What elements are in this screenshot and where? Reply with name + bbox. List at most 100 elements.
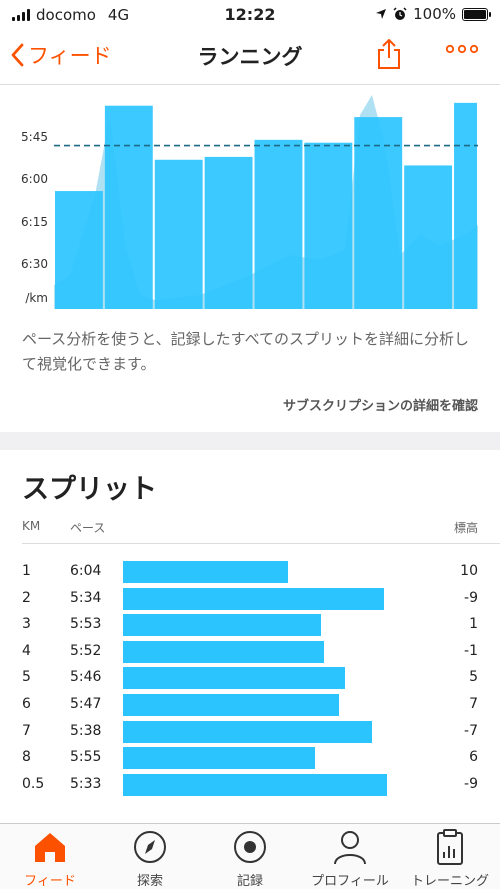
y-unit-label: /km (25, 291, 48, 305)
split-pace-bar (123, 614, 321, 637)
split-pace-bar (123, 694, 339, 716)
pace-bar-5[interactable] (254, 139, 303, 309)
carrier-name: docomo (36, 6, 96, 24)
battery-icon (462, 7, 491, 21)
split-row: 8 5:55 6 (0, 745, 500, 771)
split-row: 1 6:04 10 (0, 559, 500, 585)
split-pace-bar (123, 587, 384, 610)
split-km: 1 (22, 563, 31, 579)
split-km: 0.5 (22, 775, 45, 792)
tab-feed[interactable]: フィード (0, 824, 100, 890)
split-km: 3 (22, 616, 31, 633)
chevron-left-icon (11, 43, 24, 67)
km-header: KM (22, 519, 41, 533)
pace-analysis-description: ペース分析を使うと、記録したすべてのスプリットを詳細に分析して視覚化できます。 (22, 330, 470, 373)
y-tick-label: 6:00 (21, 172, 48, 186)
network-type: 4G (107, 6, 130, 24)
status-left: docomo 4G (12, 6, 129, 24)
split-pace: 6:04 (70, 563, 102, 579)
splits-title: スプリット (22, 474, 157, 505)
split-elevation: -7 (464, 722, 478, 739)
tab-label: プロフィール (311, 874, 389, 889)
split-pace-bar (123, 773, 387, 796)
tab-training[interactable]: トレーニング (400, 824, 500, 890)
tab-explore[interactable]: 探索 (100, 824, 200, 890)
split-pace: 5:46 (70, 669, 102, 686)
split-pace-bar (123, 667, 345, 690)
section-divider (0, 432, 500, 450)
pace-bar-1[interactable] (55, 191, 103, 309)
tab-label: 探索 (136, 874, 163, 889)
split-pace-bar (123, 720, 372, 743)
pace-bar-0.5[interactable] (454, 102, 477, 309)
pace-bar-8[interactable] (404, 165, 453, 309)
split-row: 0.5 5:33 -9 (0, 772, 500, 798)
tab-profile[interactable]: プロフィール (300, 824, 400, 890)
pace-bar-4[interactable] (204, 156, 253, 309)
status-right: 100% (375, 5, 491, 23)
split-km: 7 (22, 722, 31, 739)
alarm-icon (393, 7, 407, 20)
signal-icon (12, 9, 30, 21)
split-pace: 5:34 (70, 589, 102, 606)
location-arrow-icon (376, 9, 387, 19)
split-pace: 5:53 (70, 616, 102, 633)
split-elevation: 6 (469, 749, 478, 766)
split-elevation: -9 (464, 775, 478, 792)
tab-label: フィード (24, 874, 76, 889)
split-row: 2 5:34 -9 (0, 586, 500, 612)
nav-bar: フィード ランニング (0, 30, 500, 82)
split-pace: 5:55 (70, 749, 102, 766)
more-icon[interactable] (446, 44, 478, 54)
split-pace-bar (123, 747, 315, 770)
share-icon[interactable] (376, 38, 402, 70)
record-icon (234, 831, 266, 863)
split-km: 4 (22, 642, 31, 659)
profile-icon (334, 831, 366, 865)
split-km: 8 (22, 749, 31, 766)
page-title: ランニング (197, 45, 303, 69)
y-tick-label: 6:30 (21, 257, 48, 271)
subscription-details-link[interactable]: サブスクリプションの詳細を確認 (282, 399, 478, 414)
pace-bar-7[interactable] (354, 117, 403, 309)
elevation-header: 標高 (453, 521, 478, 535)
tab-label: 記録 (236, 874, 263, 889)
status-time: 12:22 (224, 5, 276, 24)
back-button[interactable]: フィード (10, 40, 112, 70)
tab-record[interactable]: 記録 (200, 824, 300, 890)
split-row: 5 5:46 5 (0, 665, 500, 691)
split-row: 7 5:38 -7 (0, 719, 500, 745)
split-pace: 5:47 (70, 696, 102, 712)
pace-bar-3[interactable] (154, 159, 203, 309)
header-divider (22, 543, 500, 544)
pace-bar-6[interactable] (304, 142, 353, 309)
compass-icon (134, 831, 166, 863)
pace-header: ペース (70, 521, 106, 535)
split-elevation: -1 (464, 642, 478, 659)
tab-label: トレーニング (410, 874, 489, 889)
split-row: 4 5:52 -1 (0, 639, 500, 665)
pace-chart-panel: 5:45 6:00 6:15 6:30/km ペース分析を使うと、記録したすべてのスプ… (0, 84, 500, 430)
y-tick-label: 6:15 (21, 215, 48, 229)
split-pace: 5:38 (70, 722, 102, 739)
split-km: 2 (22, 589, 31, 606)
split-km: 5 (22, 669, 31, 686)
battery-percent: 100% (413, 5, 456, 23)
status-bar: docomo 4G 12:22 100% (0, 0, 500, 30)
split-elevation: 1 (469, 616, 478, 633)
split-elevation: 10 (460, 563, 478, 579)
training-clipboard-icon (437, 829, 463, 865)
split-km: 6 (22, 696, 31, 712)
split-elevation: 7 (469, 696, 478, 712)
tab-bar: フィード 探索 記録 プロフィール トレーニング (0, 823, 500, 889)
split-pace-bar (123, 561, 288, 583)
pace-bar-2[interactable] (104, 105, 153, 309)
split-pace-bar (123, 640, 324, 663)
split-pace: 5:33 (70, 775, 102, 792)
split-row: 6 5:47 7 (0, 692, 500, 718)
split-row: 3 5:53 1 (0, 612, 500, 638)
back-label: フィード (28, 44, 112, 68)
home-icon (35, 833, 65, 862)
y-tick-label: 5:45 (21, 130, 48, 144)
pace-chart: 5:45 6:00 6:15 6:30/km (21, 95, 478, 309)
